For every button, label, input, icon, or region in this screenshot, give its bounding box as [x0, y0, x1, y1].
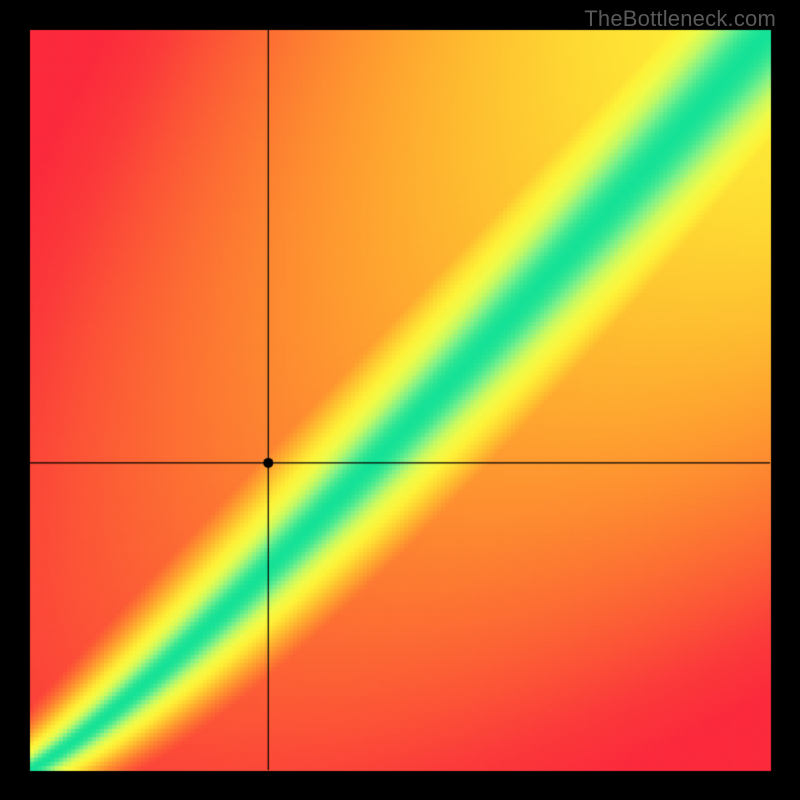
watermark-label: TheBottleneck.com [584, 6, 776, 32]
heatmap-canvas [0, 0, 800, 800]
bottleneck-heatmap: TheBottleneck.com [0, 0, 800, 800]
